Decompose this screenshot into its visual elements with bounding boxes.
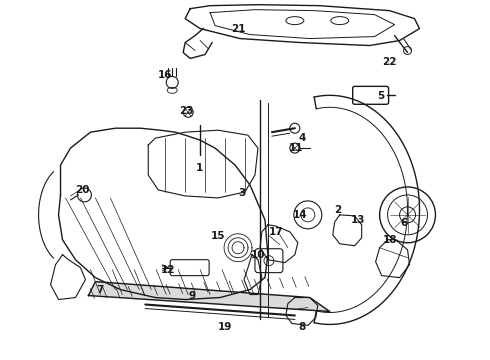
- Text: 20: 20: [75, 185, 90, 195]
- Text: 6: 6: [400, 218, 407, 228]
- Text: 14: 14: [293, 210, 307, 220]
- Text: 22: 22: [382, 58, 397, 67]
- Text: 2: 2: [334, 205, 342, 215]
- Text: 3: 3: [238, 188, 245, 198]
- Text: 18: 18: [382, 235, 397, 245]
- Text: 1: 1: [196, 163, 203, 173]
- Text: 13: 13: [350, 215, 365, 225]
- Text: 8: 8: [298, 323, 305, 332]
- Text: 19: 19: [218, 323, 232, 332]
- Text: 4: 4: [298, 133, 306, 143]
- Text: 11: 11: [289, 143, 303, 153]
- Polygon shape: [89, 282, 330, 311]
- Text: 15: 15: [211, 231, 225, 241]
- Text: 21: 21: [231, 24, 245, 33]
- Text: 7: 7: [97, 284, 104, 294]
- Text: 16: 16: [158, 71, 172, 80]
- Text: 9: 9: [189, 291, 196, 301]
- Text: 10: 10: [251, 250, 265, 260]
- Text: 23: 23: [179, 106, 194, 116]
- Text: 17: 17: [269, 227, 283, 237]
- Text: 5: 5: [377, 91, 384, 101]
- Text: 12: 12: [161, 265, 175, 275]
